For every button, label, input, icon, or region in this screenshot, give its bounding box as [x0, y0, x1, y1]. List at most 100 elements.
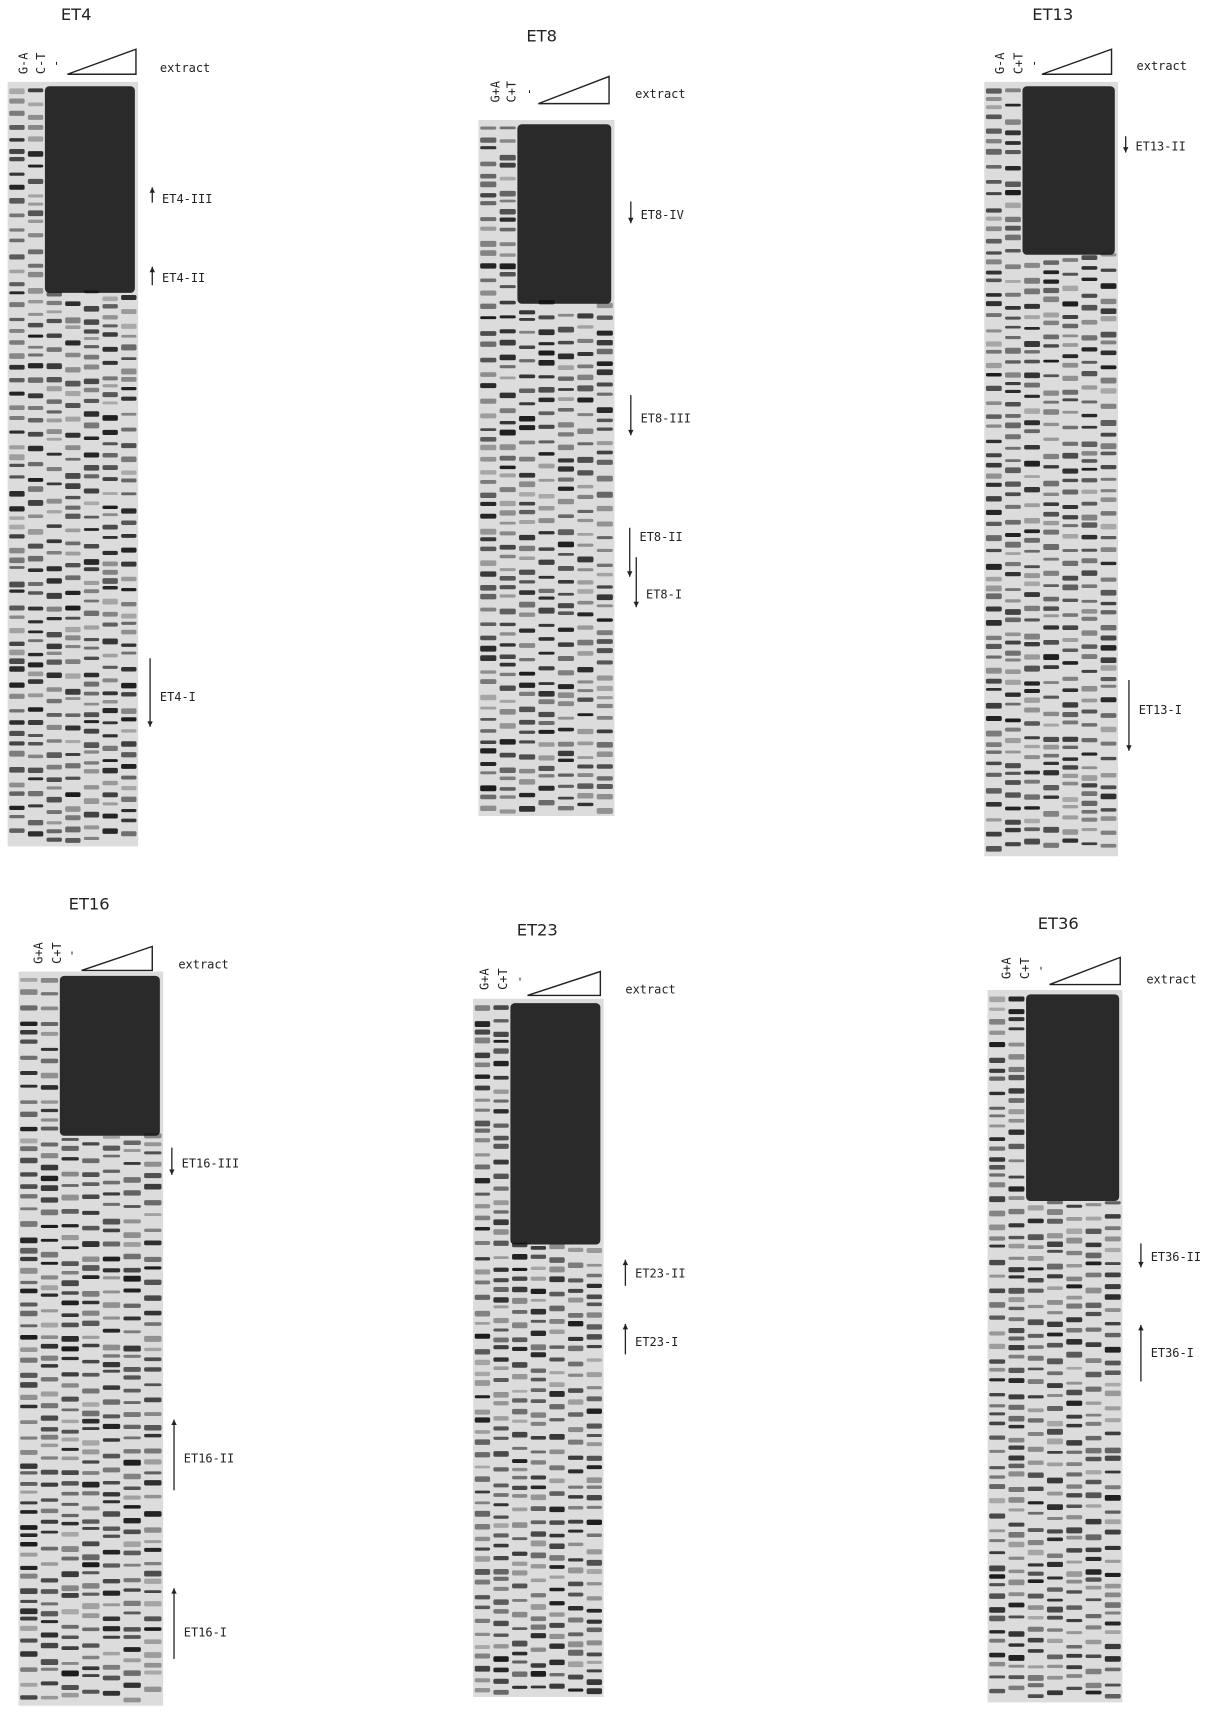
band	[1047, 1478, 1063, 1484]
band	[1008, 1655, 1024, 1661]
band	[61, 1636, 78, 1639]
band	[20, 1347, 37, 1352]
band	[20, 1335, 37, 1340]
band	[587, 1302, 602, 1306]
band	[9, 138, 24, 142]
band	[82, 1344, 99, 1348]
region-label: ET8-I	[646, 588, 682, 602]
arrow-head	[634, 602, 639, 607]
lane-label: C+T	[505, 81, 519, 103]
band	[1005, 447, 1021, 450]
band	[144, 1241, 161, 1246]
band	[577, 764, 593, 768]
band	[1005, 632, 1021, 636]
band	[531, 1686, 546, 1689]
band	[121, 368, 136, 374]
band	[568, 1321, 583, 1326]
band	[121, 602, 136, 606]
band	[123, 1698, 140, 1703]
band	[123, 1588, 140, 1591]
band	[1062, 534, 1078, 539]
band	[558, 376, 574, 380]
band	[1005, 434, 1021, 439]
band	[493, 1019, 508, 1022]
band	[549, 1345, 564, 1349]
extract-label: extract	[1137, 59, 1187, 73]
band	[587, 1495, 602, 1500]
band	[587, 1274, 602, 1278]
band	[577, 325, 593, 328]
band	[989, 1653, 1005, 1658]
band	[519, 707, 535, 712]
band	[1008, 1027, 1024, 1030]
band	[41, 1109, 58, 1112]
band	[1047, 1371, 1063, 1375]
band	[577, 697, 593, 701]
band	[102, 700, 117, 703]
band	[558, 499, 574, 504]
band	[1101, 562, 1117, 565]
band	[989, 1630, 1005, 1633]
band	[1005, 372, 1021, 377]
band	[20, 1071, 37, 1075]
band	[1047, 1421, 1063, 1427]
band	[9, 318, 24, 321]
band	[989, 1539, 1005, 1542]
band	[475, 1030, 490, 1035]
band	[986, 239, 1002, 244]
band	[989, 1245, 1005, 1248]
band	[1101, 404, 1117, 409]
band	[103, 1229, 120, 1233]
band	[41, 1285, 58, 1290]
band	[1066, 1296, 1082, 1300]
band	[480, 529, 496, 535]
band	[47, 438, 62, 441]
extract-wedge	[1042, 49, 1112, 74]
band	[65, 753, 80, 756]
band	[1081, 810, 1097, 814]
band	[9, 340, 24, 344]
band	[549, 1644, 564, 1649]
band	[9, 302, 24, 307]
band	[20, 1617, 37, 1621]
band	[1101, 713, 1117, 718]
band	[538, 375, 554, 378]
band	[986, 414, 1002, 419]
band	[1062, 648, 1078, 652]
arrow-head	[150, 267, 155, 272]
panel-title: ET4	[61, 5, 92, 24]
band	[1086, 1691, 1102, 1695]
band	[1081, 584, 1097, 588]
band	[61, 1693, 78, 1697]
band	[558, 742, 574, 747]
band	[1028, 1675, 1044, 1681]
band	[1005, 780, 1021, 785]
band	[1008, 1570, 1024, 1574]
band	[123, 1140, 140, 1145]
band	[20, 1651, 37, 1656]
band	[82, 1460, 99, 1463]
band	[41, 1335, 58, 1339]
band	[9, 506, 24, 511]
band	[41, 1309, 58, 1312]
band	[519, 612, 535, 616]
band	[61, 1571, 78, 1577]
band	[549, 1634, 564, 1639]
band	[549, 1244, 564, 1249]
gel-dark-zone	[1023, 86, 1115, 255]
band	[9, 642, 24, 646]
band	[84, 742, 99, 748]
band	[538, 387, 554, 393]
band	[47, 786, 62, 789]
band	[28, 720, 43, 725]
band	[475, 1372, 490, 1376]
band	[986, 192, 1002, 195]
band	[587, 1669, 602, 1672]
band	[989, 1551, 1005, 1554]
band	[84, 589, 99, 593]
band	[1066, 1505, 1082, 1508]
band	[986, 535, 1002, 541]
band	[41, 1696, 58, 1700]
band	[121, 443, 136, 448]
band	[1005, 562, 1021, 566]
